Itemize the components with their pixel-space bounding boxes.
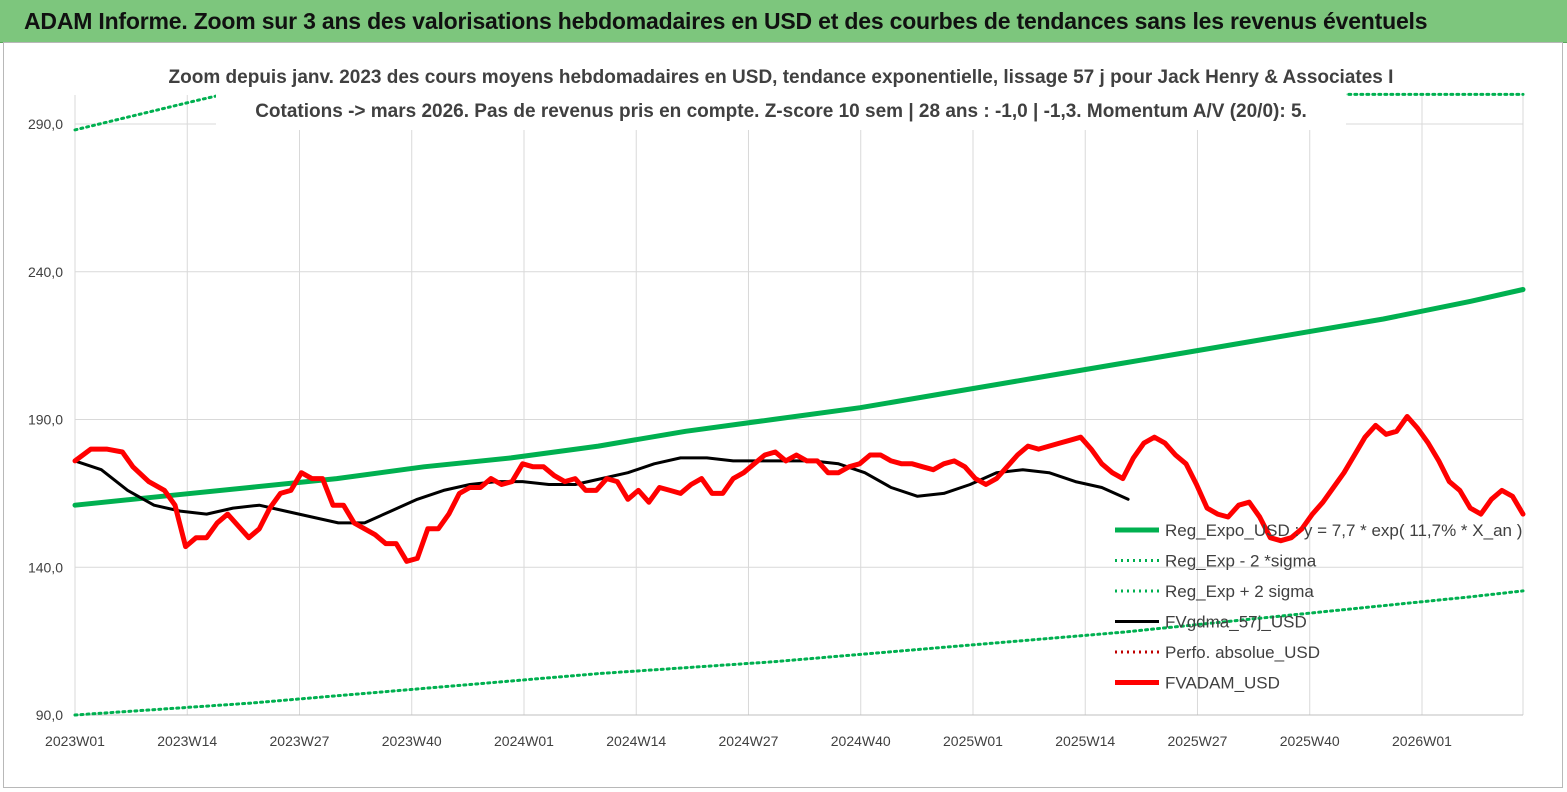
legend-label: Reg_Exp - 2 *sigma: [1165, 552, 1317, 571]
x-tick-label: 2024W14: [606, 733, 666, 749]
y-axis-ticks: 90,0 140,0 190,0 240,0 290,0: [28, 116, 63, 723]
series-line: [73, 92, 1525, 132]
x-tick-label: 2025W27: [1168, 733, 1228, 749]
x-tick-label: 2023W27: [270, 733, 330, 749]
legend-label: Reg_Expo_USD : y = 7,7 * exp( 11,7% * X_…: [1165, 521, 1522, 540]
y-tick-label: 290,0: [28, 116, 63, 132]
x-tick-label: 2024W01: [494, 733, 554, 749]
y-tick-label: 190,0: [28, 412, 63, 428]
y-tick-label: 90,0: [36, 707, 63, 723]
x-axis-ticks: 2023W01 2023W14 2023W27 2023W40 2024W01 2024W…: [45, 733, 1452, 749]
report-banner: ADAM Informe. Zoom sur 3 ans des valoris…: [0, 0, 1567, 43]
chart-subtitle-line2: Cotations -> mars 2026. Pas de revenus p…: [255, 101, 1307, 122]
chart-subtitle-line1: Zoom depuis janv. 2023 des cours moyens …: [169, 67, 1394, 88]
x-tick-label: 2025W01: [943, 733, 1003, 749]
legend-label: Reg_Exp + 2 sigma: [1165, 582, 1314, 601]
y-tick-label: 140,0: [28, 559, 63, 575]
chart-legend: Reg_Expo_USD : y = 7,7 * exp( 11,7% * X_…: [1115, 521, 1522, 693]
series-line: [72, 287, 1526, 508]
x-tick-label: 2024W40: [831, 733, 891, 749]
x-tick-label: 2024W27: [719, 733, 779, 749]
series-line: [72, 414, 1526, 564]
chart-grid: [74, 95, 1524, 716]
series-line: [73, 456, 1130, 525]
x-tick-label: 2023W14: [157, 733, 217, 749]
y-tick-label: 240,0: [28, 264, 63, 280]
report-title: ADAM Informe. Zoom sur 3 ans des valoris…: [24, 8, 1428, 34]
legend-label: FVADAM_USD: [1165, 674, 1280, 693]
x-tick-label: 2023W01: [45, 733, 105, 749]
x-tick-label: 2026W01: [1392, 733, 1452, 749]
chart-container: [3, 42, 1563, 788]
legend-label: Perfo. absolue_USD: [1165, 643, 1320, 662]
x-tick-label: 2025W14: [1055, 733, 1115, 749]
series-line: [73, 589, 1525, 717]
legend-label: FVgdma_57j_USD: [1165, 613, 1307, 632]
chart-series: [72, 92, 1526, 717]
x-tick-label: 2025W40: [1280, 733, 1340, 749]
x-tick-label: 2023W40: [382, 733, 442, 749]
subtitle-background: [216, 58, 1346, 130]
